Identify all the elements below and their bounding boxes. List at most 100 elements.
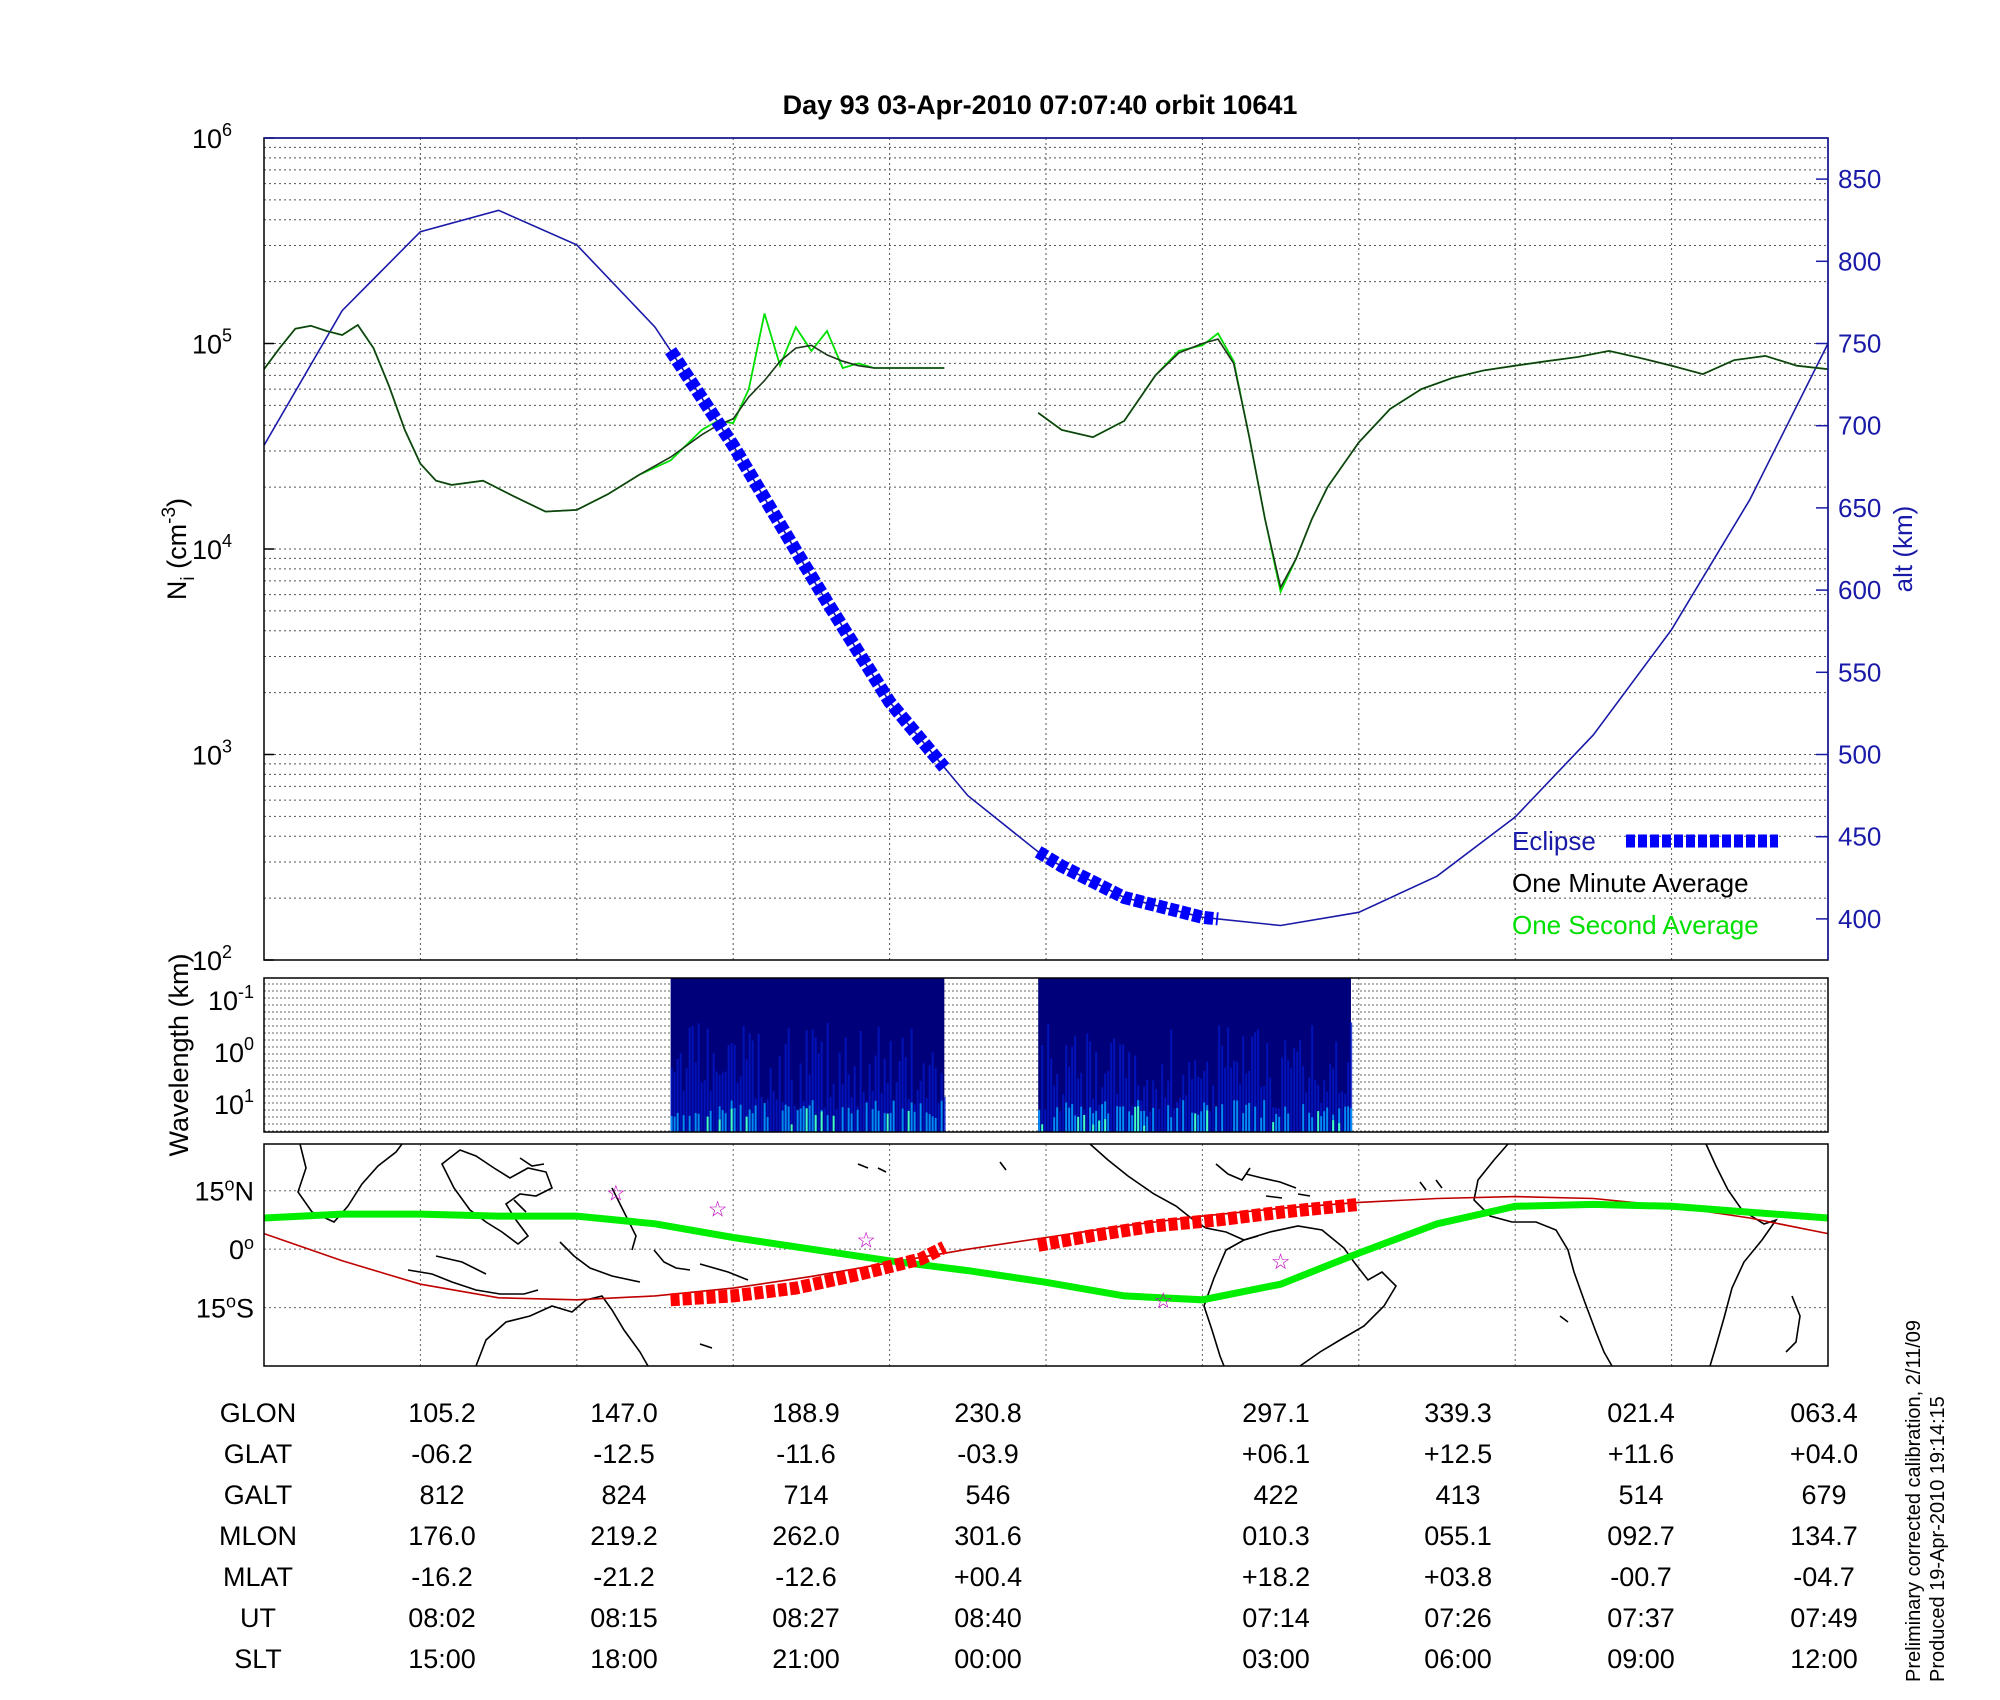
table-cell: +12.5	[1424, 1439, 1492, 1469]
spectrogram-column	[817, 1053, 820, 1132]
spectrogram-column	[889, 1113, 892, 1132]
table-cell: 679	[1801, 1480, 1846, 1510]
spectrogram-column	[814, 1114, 817, 1132]
spectrogram-column	[1116, 1106, 1119, 1132]
star-icon: ☆	[606, 1181, 626, 1206]
table-cell: +06.1	[1242, 1439, 1310, 1469]
table-cell: 422	[1253, 1480, 1298, 1510]
spectrogram-column	[1206, 1110, 1209, 1132]
spectrogram-column	[1095, 1110, 1098, 1132]
table-cell: 06:00	[1424, 1644, 1492, 1674]
latitude-tick-label: 15oS	[196, 1292, 254, 1324]
table-cell: 092.7	[1607, 1521, 1675, 1551]
spectrogram-column	[724, 1113, 727, 1132]
spectrogram-column	[1065, 1102, 1068, 1132]
svg-text:Ni (cm-3): Ni (cm-3)	[159, 498, 199, 600]
spectrogram-column	[1122, 1044, 1125, 1132]
spectrogram-column	[1350, 1022, 1353, 1132]
spectrogram-column	[1287, 1060, 1290, 1132]
table-cell: 055.1	[1424, 1521, 1492, 1551]
spectrogram-column	[1158, 1109, 1161, 1132]
spectrogram-column	[706, 1028, 709, 1132]
spectrogram-column	[1122, 1106, 1125, 1132]
spectrogram-column	[1338, 1123, 1341, 1132]
spectrogram-column	[1248, 1070, 1251, 1132]
altitude-tick-label: 600	[1838, 575, 1881, 605]
spectrogram-column	[682, 1115, 685, 1132]
spectrogram-column	[808, 1105, 811, 1132]
ground-track	[263, 1200, 1829, 1304]
spectrogram-column	[1350, 1108, 1353, 1132]
spectrogram-column	[1272, 1122, 1275, 1132]
table-cell: 147.0	[590, 1398, 658, 1428]
spectrogram-column	[1038, 1109, 1041, 1132]
table-cell: 188.9	[772, 1398, 840, 1428]
spectrogram-column	[1317, 1111, 1320, 1132]
spectrogram-column	[1308, 1112, 1311, 1132]
spectrogram-column	[1314, 1079, 1317, 1132]
spectrogram-column	[1323, 1080, 1326, 1132]
spectrogram-column	[808, 1074, 811, 1132]
spectrogram-column	[688, 1027, 691, 1132]
altitude-tick-label: 750	[1838, 329, 1881, 359]
figure-title: Day 93 03-Apr-2010 07:07:40 orbit 10641	[783, 90, 1298, 120]
table-cell: 546	[965, 1480, 1010, 1510]
spectrogram-column	[1341, 1091, 1344, 1132]
table-cell: +18.2	[1242, 1562, 1310, 1592]
spectrogram-column	[925, 1112, 928, 1132]
spectrogram-column	[691, 1025, 694, 1132]
one-minute-line	[263, 323, 945, 513]
spectrogram-column	[1233, 1100, 1236, 1132]
spectrogram-column	[1347, 1106, 1350, 1132]
spectrogram-column	[1224, 1067, 1227, 1132]
spectrogram-column	[676, 1112, 679, 1132]
spectrogram-column	[1077, 1078, 1080, 1132]
table-cell: 21:00	[772, 1644, 840, 1674]
spectrogram-column	[1113, 1038, 1116, 1132]
coastline-pacific-islands	[699, 1161, 1007, 1349]
eclipse-marker-line	[670, 1241, 948, 1307]
table-cell: 08:27	[772, 1603, 840, 1633]
altitude-tick-label: 450	[1838, 822, 1881, 852]
ylabel-close: )	[162, 498, 192, 507]
table-cell: 063.4	[1790, 1398, 1858, 1428]
density-panel: 102 103 104 105 106 400 450 500 550 600 650 700 750…	[159, 120, 1918, 976]
table-cell: 339.3	[1424, 1398, 1492, 1428]
table-cell: 021.4	[1607, 1398, 1675, 1428]
table-cell: +04.0	[1790, 1439, 1858, 1469]
spectrogram-column	[874, 1055, 877, 1132]
spectrogram-column	[1146, 1079, 1149, 1132]
spectrogram-column	[886, 1113, 889, 1132]
table-cell: 219.2	[590, 1521, 658, 1551]
spectrogram-column	[901, 1037, 904, 1132]
table-cell: 07:14	[1242, 1603, 1310, 1633]
spectrogram-column	[862, 1091, 865, 1132]
spectrogram-column	[1062, 1094, 1065, 1132]
spectrogram-column	[1290, 1067, 1293, 1132]
spectrogram-column	[931, 1116, 934, 1132]
spectrogram-column	[943, 1096, 946, 1132]
spectrogram-column	[1308, 1077, 1311, 1132]
table-cell: 09:00	[1607, 1644, 1675, 1674]
spectrogram-column	[826, 1022, 829, 1132]
spectrogram-column	[802, 1106, 805, 1132]
spectrogram-column	[823, 1107, 826, 1132]
spectrogram-column	[799, 1063, 802, 1132]
spectrogram-column	[1161, 1064, 1164, 1132]
spectrogram-column	[739, 1076, 742, 1132]
spectrogram-column	[1194, 1060, 1197, 1132]
spectrogram-column	[1221, 1045, 1224, 1132]
table-cell: +00.4	[954, 1562, 1022, 1592]
spectrogram-column	[1152, 1080, 1155, 1132]
spectrogram-column	[1299, 1039, 1302, 1132]
spectrogram-column	[1047, 1023, 1050, 1132]
spectrogram-column	[799, 1108, 802, 1132]
density-tick-label: 103	[192, 737, 232, 771]
table-cell: 812	[419, 1480, 464, 1510]
altitude-tick-label: 500	[1838, 740, 1881, 770]
spectrogram-column	[1098, 1104, 1101, 1132]
spectrogram-column	[1284, 1040, 1287, 1132]
table-row-label: GLAT	[224, 1439, 293, 1469]
spectrogram-column	[841, 1107, 844, 1132]
spectrogram-column	[1125, 1078, 1128, 1132]
